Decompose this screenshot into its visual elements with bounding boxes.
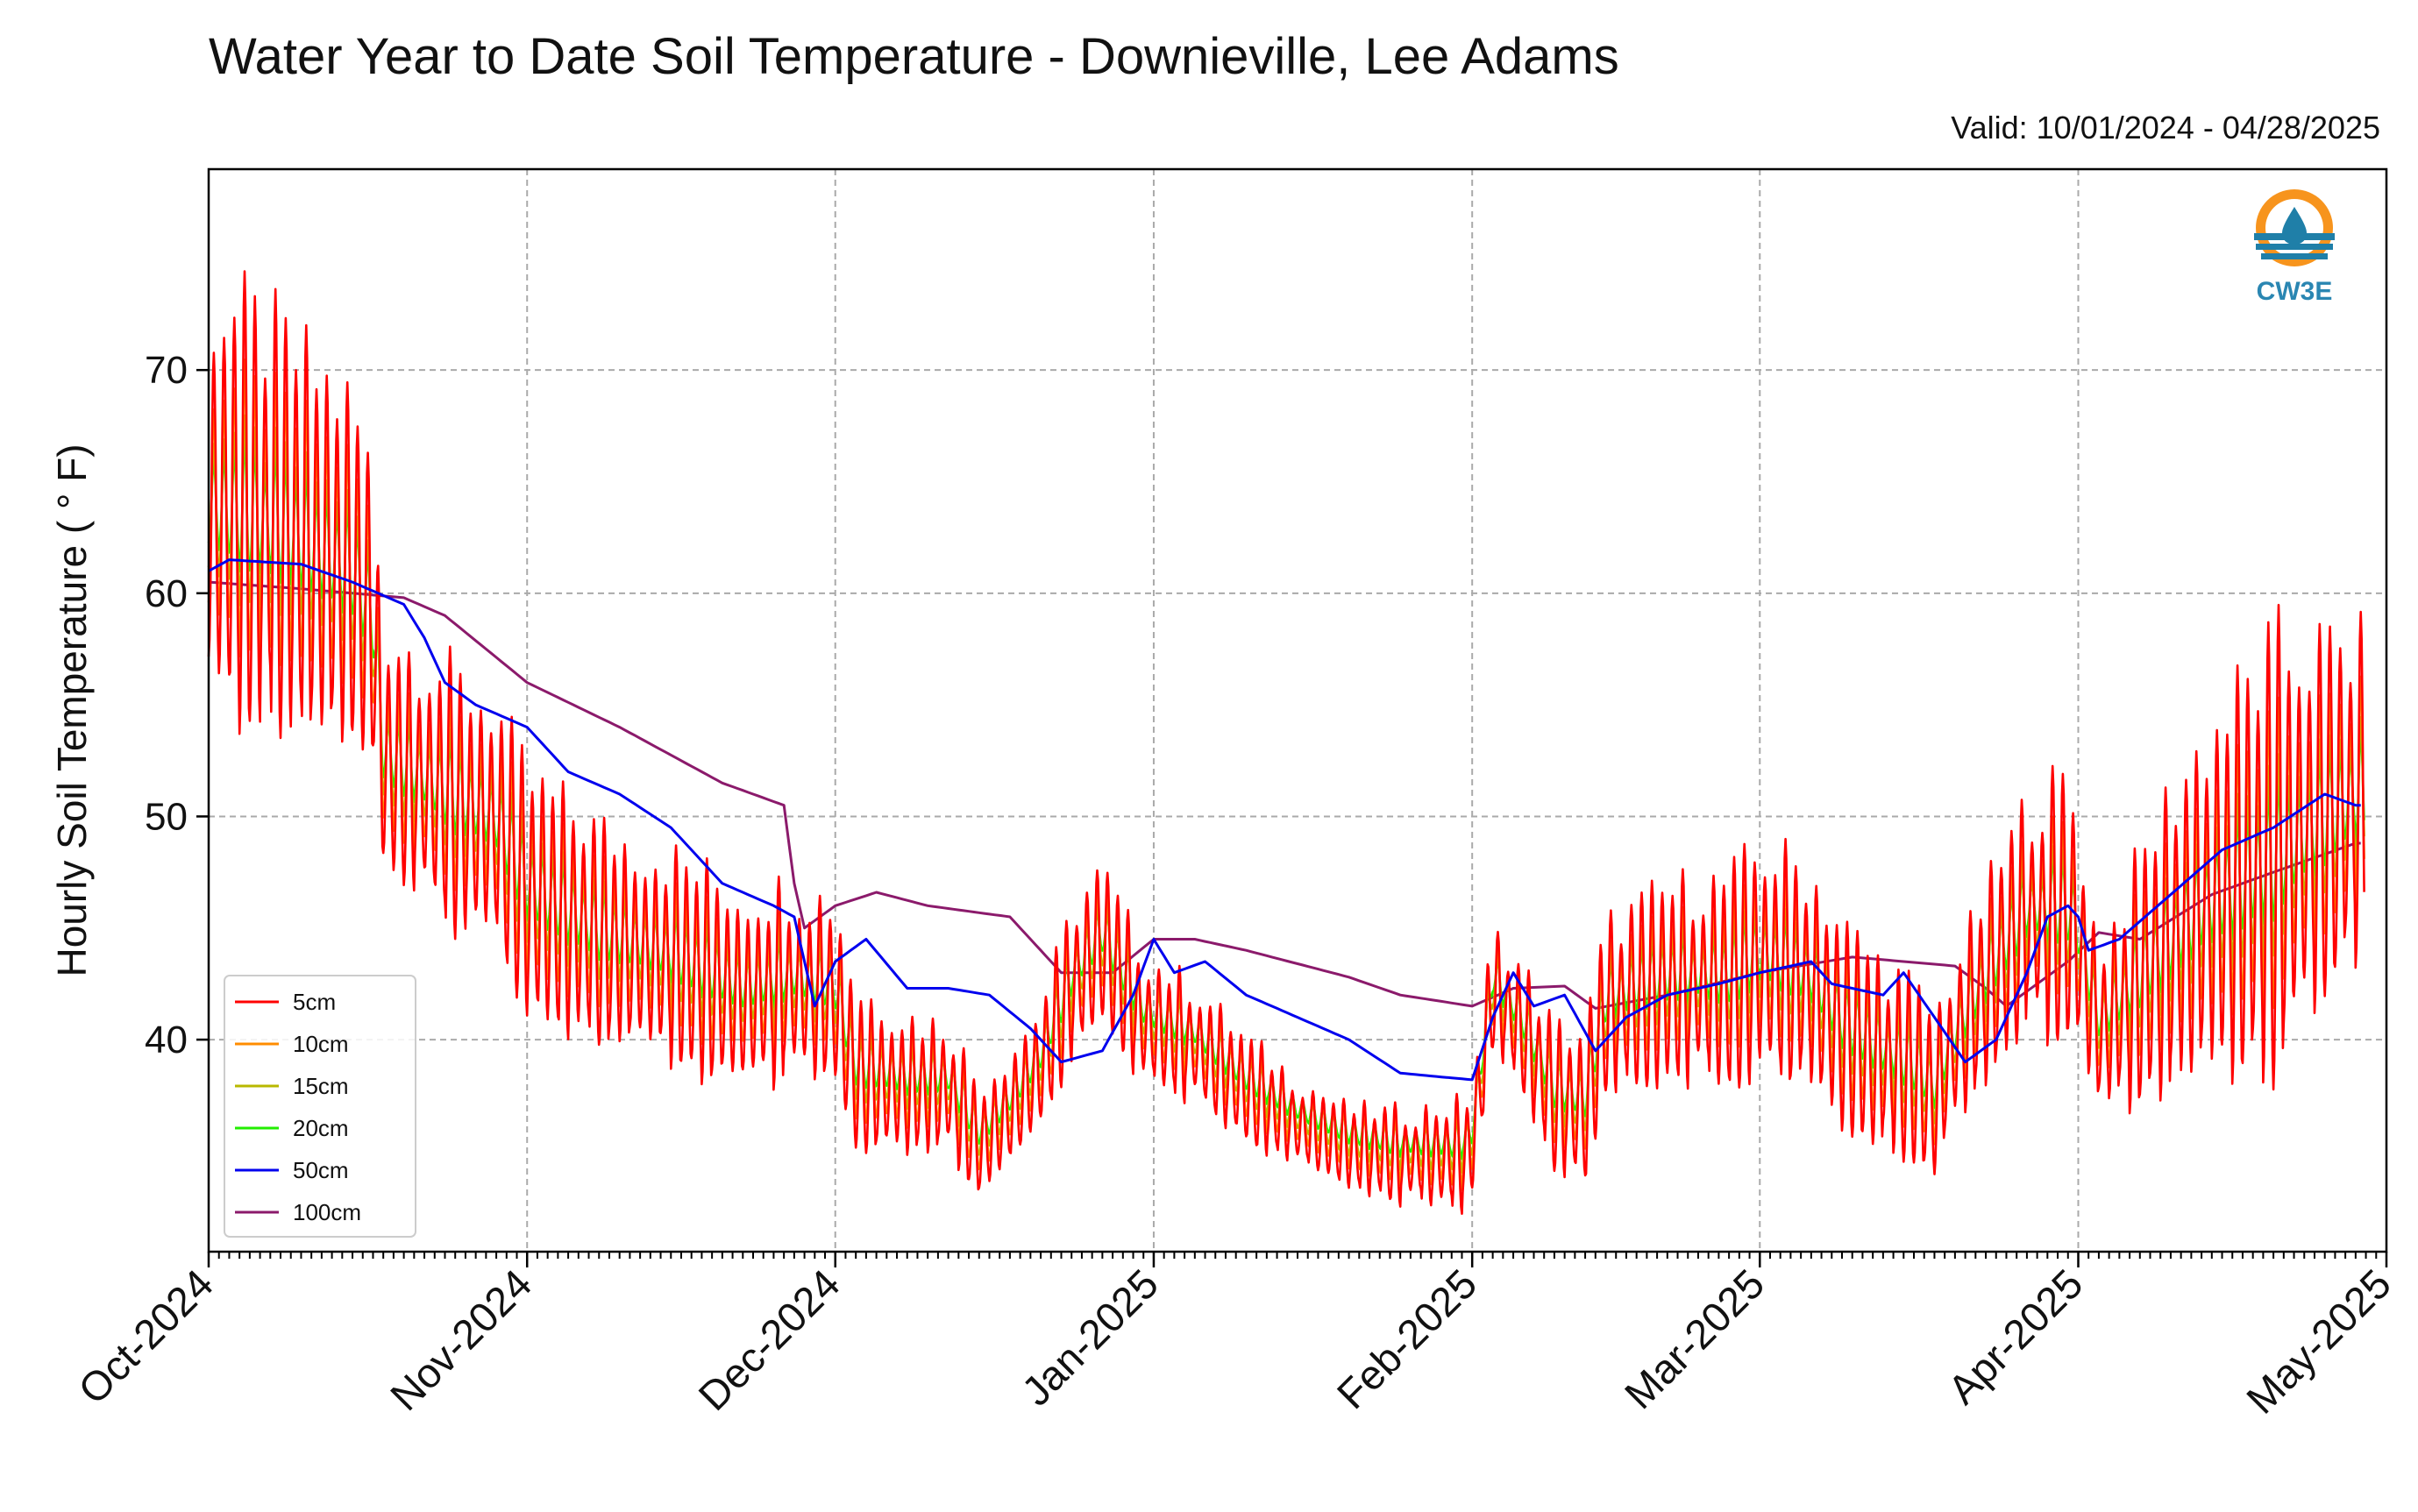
y-tick-label: 70 xyxy=(145,349,188,392)
legend-label-5cm: 5cm xyxy=(293,989,336,1015)
grid-lines xyxy=(208,169,2387,1252)
x-tick-label: Apr-2025 xyxy=(1938,1260,2091,1413)
plot-area xyxy=(207,270,2365,1215)
legend-label-100cm: 100cm xyxy=(293,1199,361,1225)
series-line-5cm xyxy=(207,270,2365,1215)
series-line-50cm xyxy=(208,558,2361,1082)
x-tick-label: Feb-2025 xyxy=(1328,1260,1486,1418)
y-axis-label: Hourly Soil Temperature ( ° F) xyxy=(49,444,95,976)
water-drop-icon xyxy=(2282,207,2307,245)
x-tick-label: Nov-2024 xyxy=(381,1260,541,1420)
legend-label-20cm: 20cm xyxy=(293,1115,349,1141)
y-tick-label: 40 xyxy=(145,1019,188,1061)
cw3e-logo: CW3E xyxy=(2254,189,2335,306)
legend-label-15cm: 15cm xyxy=(293,1073,349,1099)
x-tick-label: Dec-2024 xyxy=(689,1260,849,1420)
series-line-100cm xyxy=(208,580,2361,1010)
logo-label: CW3E xyxy=(2257,277,2333,306)
x-tick-label: May-2025 xyxy=(2237,1260,2400,1423)
legend-label-50cm: 50cm xyxy=(293,1157,349,1183)
x-tick-label: Mar-2025 xyxy=(1616,1260,1774,1418)
series-line-10cm xyxy=(207,358,2365,1191)
plot-frame xyxy=(207,167,2388,1253)
legend-label-10cm: 10cm xyxy=(293,1031,349,1057)
x-tick-label: Jan-2025 xyxy=(1013,1260,1167,1415)
y-tick-label: 60 xyxy=(145,572,188,615)
chart-title: Water Year to Date Soil Temperature - Do… xyxy=(209,28,1619,85)
legend: 5cm 10cm 15cm 20cm 50cm 100cm xyxy=(224,975,416,1238)
x-tick-label: Oct-2024 xyxy=(69,1260,222,1413)
y-tick-label: 50 xyxy=(145,795,188,838)
chart-subtitle: Valid: 10/01/2024 - 04/28/2025 xyxy=(1951,110,2380,146)
